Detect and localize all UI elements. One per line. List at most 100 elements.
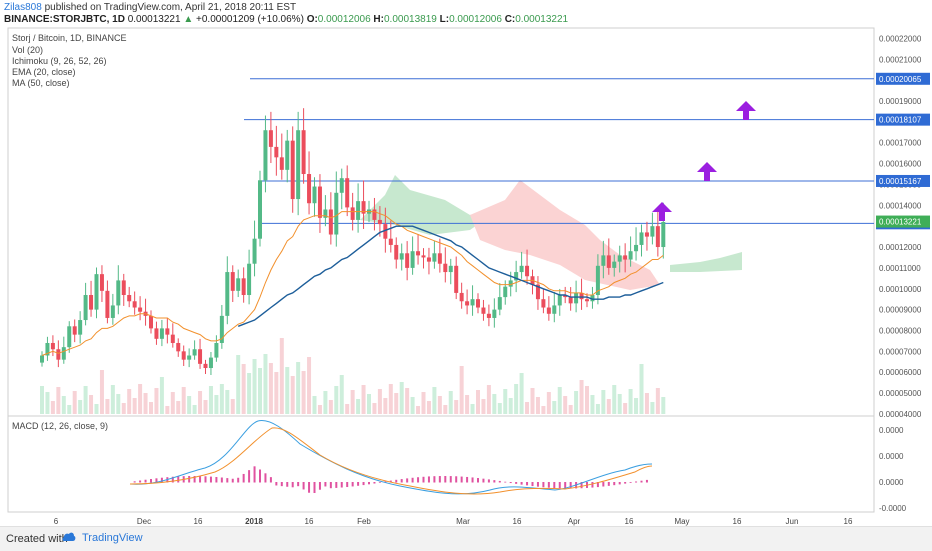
candle-body: [639, 232, 644, 245]
volume-bar: [159, 377, 164, 414]
legend-ichimoku[interactable]: Ichimoku (9, 26, 52, 26): [12, 56, 107, 66]
volume-bar: [78, 400, 83, 414]
macd-hist-bar: [253, 466, 256, 483]
volume-bar: [345, 404, 350, 414]
macd-hist-bar: [438, 476, 441, 483]
candle-body: [290, 140, 295, 200]
macd-hist-bar: [471, 477, 474, 483]
candle-body: [492, 309, 497, 318]
volume-bar: [132, 398, 137, 414]
macd-hist-bar: [487, 479, 490, 483]
volume-bar: [170, 392, 175, 414]
volume-bar: [323, 391, 328, 414]
candle-body: [279, 157, 284, 170]
macd-hist-bar: [171, 476, 174, 483]
volume-bar: [590, 395, 595, 414]
macd-hist-bar: [427, 476, 430, 483]
macd-hist-bar: [275, 482, 278, 486]
macd-hist-bar: [188, 476, 191, 483]
price-tick-label: 0.00004000: [879, 410, 922, 419]
price-tick-label: 0.00007000: [879, 347, 922, 356]
candle-body: [465, 301, 470, 306]
candle-body: [230, 272, 235, 291]
macd-hist-bar: [242, 473, 245, 483]
macd-tick-label: 0.0000: [879, 452, 904, 461]
candle-body: [187, 355, 192, 360]
arrow-up-icon: [697, 162, 717, 181]
candle-body: [127, 295, 132, 302]
macd-hist-bar: [313, 482, 316, 493]
candle-body: [394, 244, 399, 260]
volume-bar: [552, 401, 557, 414]
volume-bar: [258, 368, 262, 414]
volume-bar: [394, 393, 399, 414]
macd-hist-bar: [160, 477, 163, 483]
macd-hist-bar: [624, 482, 627, 484]
macd-hist-bar: [237, 477, 240, 483]
macd-hist-bar: [466, 476, 469, 483]
candle-body: [416, 251, 421, 256]
volume-bar: [208, 386, 213, 414]
macd-hist-bar: [291, 482, 294, 488]
symbol-label: BINANCE:STORJBTC, 1D: [4, 14, 125, 25]
volume-bar: [574, 391, 579, 414]
volume-bar: [426, 401, 431, 414]
macd-hist-bar: [558, 482, 561, 489]
volume-bar: [421, 392, 426, 414]
macd-hist-bar: [509, 482, 512, 484]
candle-body: [623, 255, 628, 260]
legend-macd[interactable]: MACD (12, 26, close, 9): [12, 421, 108, 431]
macd-hist-bar: [215, 477, 218, 483]
macd-hist-bar: [177, 476, 180, 483]
candle-body: [214, 342, 219, 358]
macd-hist-bar: [248, 470, 251, 483]
candle-body: [99, 274, 104, 291]
macd-hist-bar: [318, 482, 321, 490]
volume-bar: [307, 357, 312, 414]
macd-hist-bar: [613, 482, 616, 486]
author-link[interactable]: Zilas808: [4, 2, 42, 13]
candle-body: [405, 253, 410, 268]
volume-bar: [546, 392, 551, 414]
macd-hist-bar: [542, 482, 545, 488]
volume-bar: [481, 399, 486, 414]
macd-hist-bar: [602, 482, 605, 487]
last-price-badge: [876, 215, 930, 228]
candle-body: [372, 209, 377, 220]
macd-hist-bar: [635, 481, 638, 483]
macd-hist-bar: [378, 482, 381, 483]
macd-hist-bar: [329, 482, 332, 489]
price-tick-label: 0.00011000: [879, 264, 921, 273]
volume-bar: [230, 399, 235, 414]
arrow-up-icon: [736, 101, 756, 120]
macd-hist-bar: [139, 480, 142, 483]
macd-hist-bar: [596, 482, 599, 488]
candle-body: [574, 292, 579, 304]
volume-bar: [399, 382, 404, 414]
candle-body: [557, 295, 562, 306]
macd-tick-label: 0.0000: [879, 426, 904, 435]
volume-bar: [263, 354, 268, 414]
macd-hist-bar: [482, 478, 485, 483]
tradingview-link[interactable]: TradingView: [82, 532, 143, 544]
legend-vol[interactable]: Vol (20): [12, 45, 43, 55]
candle-body: [525, 265, 530, 277]
candle-body: [448, 265, 453, 273]
macd-line: [129, 420, 653, 495]
volume-bar: [476, 390, 480, 414]
candle-body: [268, 130, 273, 147]
macd-hist-bar: [422, 476, 425, 483]
legend-ema[interactable]: EMA (20, close): [12, 67, 76, 77]
macd-hist-bar: [368, 482, 370, 485]
candle-body: [219, 315, 224, 343]
candle-body: [181, 351, 186, 360]
price-chart[interactable]: 0.000220000.000210000.000200000.00019000…: [0, 0, 932, 526]
legend-ma[interactable]: MA (50, close): [12, 78, 70, 88]
macd-hist-bar: [536, 482, 539, 487]
volume-bar: [192, 405, 197, 414]
volume-bars: [40, 338, 666, 414]
volume-bar: [236, 355, 241, 414]
time-tick-label: 6: [54, 517, 59, 526]
macd-hist-bar: [493, 480, 496, 483]
candle-body: [149, 315, 153, 329]
